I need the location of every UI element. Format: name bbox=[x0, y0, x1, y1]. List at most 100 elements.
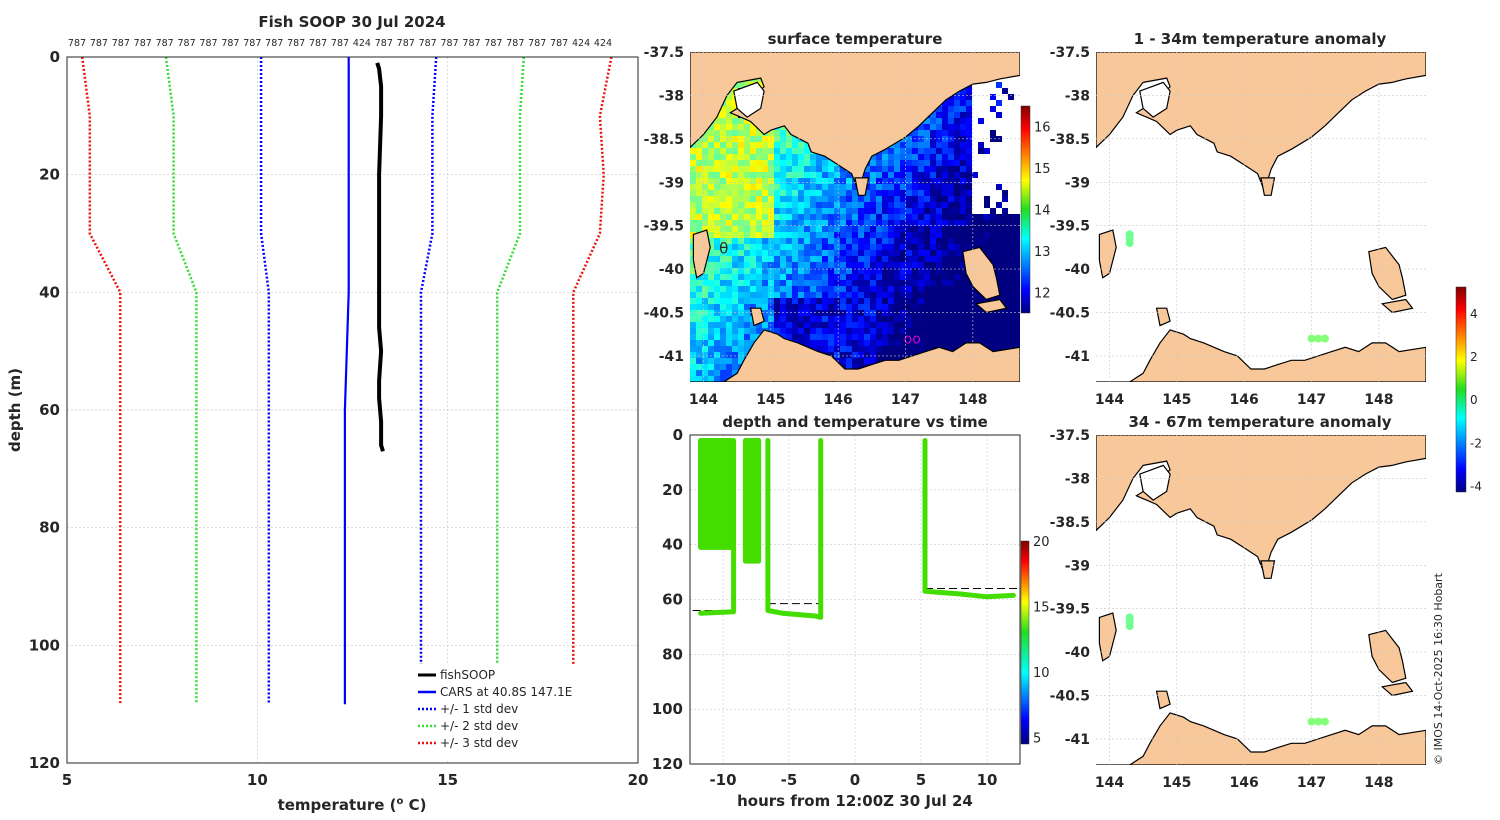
sst-pixel bbox=[732, 322, 738, 328]
sst-pixel bbox=[894, 244, 900, 250]
sst-pixel bbox=[966, 238, 972, 244]
sst-pixel bbox=[882, 232, 888, 238]
sst-pixel bbox=[876, 340, 882, 346]
sst-pixel bbox=[750, 154, 756, 160]
sst-pixel bbox=[942, 262, 948, 268]
sst-pixel bbox=[774, 136, 780, 142]
sst-pixel bbox=[876, 220, 882, 226]
profile-count-label: 787 bbox=[156, 38, 174, 49]
sst-pixel bbox=[714, 340, 720, 346]
sst-pixel bbox=[876, 196, 882, 202]
sst-pixel bbox=[810, 322, 816, 328]
sst-pixel bbox=[858, 304, 864, 310]
sst-pixel bbox=[750, 190, 756, 196]
sst-pixel bbox=[726, 334, 732, 340]
sst-pixel bbox=[942, 226, 948, 232]
sst-pixel bbox=[738, 322, 744, 328]
sst-pixel bbox=[972, 232, 978, 238]
sst-pixel bbox=[906, 178, 912, 184]
sst-pixel bbox=[900, 172, 906, 178]
sst-pixel bbox=[804, 334, 810, 340]
sst-pixel bbox=[804, 280, 810, 286]
sst-pixel bbox=[714, 244, 720, 250]
sst-pixel bbox=[972, 328, 978, 334]
sst-pixel bbox=[756, 178, 762, 184]
profile-ytick-label: 40 bbox=[39, 283, 60, 301]
sst-pixel bbox=[948, 226, 954, 232]
sst-pixel bbox=[708, 304, 714, 310]
sst-pixel bbox=[936, 232, 942, 238]
sst-pixel bbox=[1002, 310, 1008, 316]
sst-pixel bbox=[816, 220, 822, 226]
sst-pixel bbox=[798, 262, 804, 268]
sst-pixel bbox=[798, 340, 804, 346]
sst-pixel bbox=[738, 184, 744, 190]
sst-pixel bbox=[930, 148, 936, 154]
sst-pixel bbox=[744, 262, 750, 268]
sst-pixel bbox=[786, 244, 792, 250]
sst-pixel bbox=[738, 280, 744, 286]
sst-pixel bbox=[750, 244, 756, 250]
sst-pixel bbox=[696, 286, 702, 292]
sst-pixel bbox=[942, 232, 948, 238]
profile-count-label: 787 bbox=[462, 38, 480, 49]
sst-pixel bbox=[816, 334, 822, 340]
sst-pixel bbox=[828, 334, 834, 340]
sst-pixel bbox=[792, 208, 798, 214]
sst-pixel bbox=[936, 292, 942, 298]
sst-pixel bbox=[840, 346, 846, 352]
sst-pixel bbox=[870, 286, 876, 292]
sst-pixel bbox=[738, 358, 744, 364]
sst-pixel bbox=[798, 286, 804, 292]
ts-xtick-label: -5 bbox=[781, 771, 798, 789]
sst-pixel bbox=[786, 316, 792, 322]
sst-pixel bbox=[792, 310, 798, 316]
sst-pixel bbox=[834, 274, 840, 280]
sst-pixel bbox=[888, 274, 894, 280]
sst-pixel bbox=[966, 280, 972, 286]
sst-pixel bbox=[726, 274, 732, 280]
sst-pixel bbox=[732, 268, 738, 274]
sst-pixel bbox=[852, 346, 858, 352]
sst-pixel bbox=[732, 178, 738, 184]
sst-pixel bbox=[846, 316, 852, 322]
sst-pixel bbox=[906, 166, 912, 172]
sst-pixel bbox=[798, 160, 804, 166]
sst-pixel bbox=[864, 352, 870, 358]
sst-pixel bbox=[894, 208, 900, 214]
anomaly-colorbar-tick: 2 bbox=[1470, 350, 1478, 364]
sst-pixel bbox=[852, 334, 858, 340]
sst-pixel bbox=[924, 226, 930, 232]
timeseries-xlabel: hours from 12:00Z 30 Jul 24 bbox=[737, 792, 973, 810]
sst-pixel bbox=[852, 190, 858, 196]
map-lat-label: -39 bbox=[1065, 175, 1090, 191]
sst-pixel bbox=[900, 256, 906, 262]
sst-pixel bbox=[708, 196, 714, 202]
sst-pixel bbox=[954, 154, 960, 160]
anomaly-deep-ticks: 144 145 146 147 148-37.5-38-38.5-39-39.5-40-… bbox=[1050, 428, 1394, 791]
sst-pixel bbox=[912, 280, 918, 286]
sst-pixel bbox=[762, 166, 768, 172]
sst-pixel bbox=[852, 262, 858, 268]
sst-pixel bbox=[834, 190, 840, 196]
profile-count-label: 787 bbox=[287, 38, 305, 49]
sst-pixel bbox=[774, 304, 780, 310]
sst-pixel bbox=[762, 154, 768, 160]
map-lon-label: 146 bbox=[1230, 392, 1259, 408]
sst-pixel bbox=[840, 262, 846, 268]
sst-pixel bbox=[702, 142, 708, 148]
sst-pixel bbox=[864, 292, 870, 298]
sst-pixel bbox=[870, 220, 876, 226]
sst-pixel bbox=[846, 232, 852, 238]
sst-pixel bbox=[870, 190, 876, 196]
sst-pixel bbox=[714, 220, 720, 226]
sst-pixel bbox=[1008, 262, 1014, 268]
ts-trace bbox=[922, 438, 1016, 600]
sst-pixel bbox=[732, 232, 738, 238]
sst-pixel bbox=[990, 208, 996, 214]
sst-pixel bbox=[876, 208, 882, 214]
sst-pixel bbox=[978, 214, 984, 220]
sst-pixel bbox=[738, 124, 744, 130]
sst-pixel bbox=[726, 280, 732, 286]
sst-pixel bbox=[900, 280, 906, 286]
